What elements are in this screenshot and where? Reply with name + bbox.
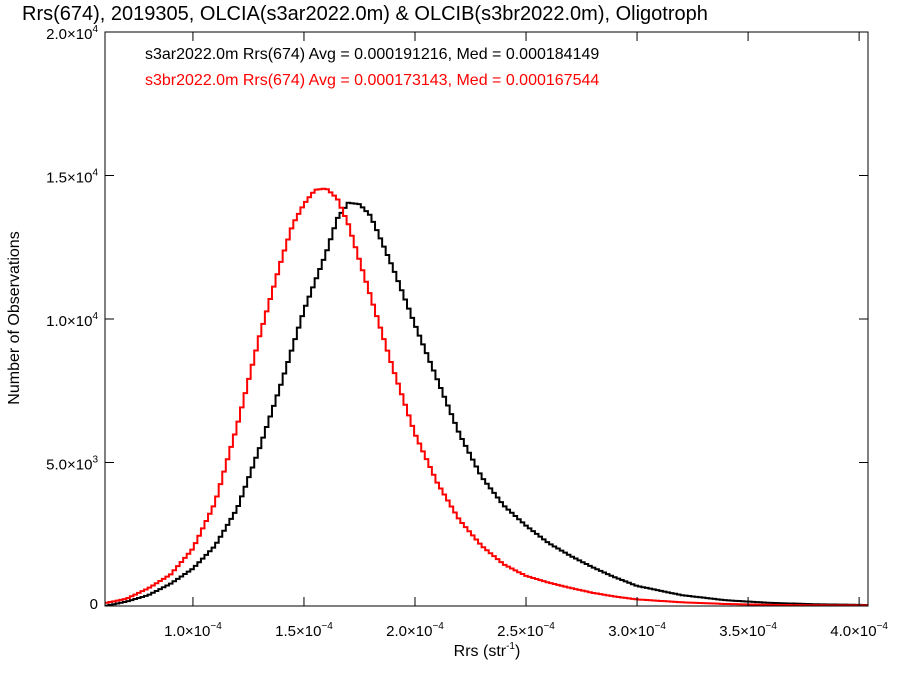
x-tick-label: 1.5×10−4 [275, 621, 333, 640]
y-tick-label: 0 [90, 596, 98, 613]
x-tick-label: 4.0×10−4 [830, 621, 888, 640]
x-tick-label: 2.5×10−4 [497, 621, 555, 640]
y-tick-label: 2.0×104 [46, 24, 98, 43]
x-axis-label-text: Rrs (str [454, 643, 507, 660]
x-axis-label-suffix: ) [515, 643, 520, 660]
x-axis-label-sup: -1 [506, 641, 515, 652]
annotation-0: s3ar2022.0m Rrs(674) Avg = 0.000191216, … [145, 46, 599, 63]
x-tick-label: 3.0×10−4 [608, 621, 666, 640]
y-tick-label: 1.0×104 [46, 311, 98, 330]
chart-title: Rrs(674), 2019305, OLCIA(s3ar2022.0m) & … [22, 3, 708, 25]
y-axis-label: Number of Observations [6, 231, 23, 404]
x-tick-label: 3.5×10−4 [719, 621, 777, 640]
series-line-1 [105, 187, 868, 606]
y-tick-label: 1.5×104 [46, 168, 98, 187]
plot-frame [104, 31, 869, 607]
x-tick-label: 2.0×10−4 [386, 621, 444, 640]
x-axis-label: Rrs (str-1) [454, 641, 521, 660]
series-line-0 [105, 201, 868, 606]
y-tick-label: 5.0×103 [46, 455, 98, 474]
x-tick-label: 1.0×10−4 [164, 621, 222, 640]
annotation-1: s3br2022.0m Rrs(674) Avg = 0.000173143, … [145, 72, 599, 89]
